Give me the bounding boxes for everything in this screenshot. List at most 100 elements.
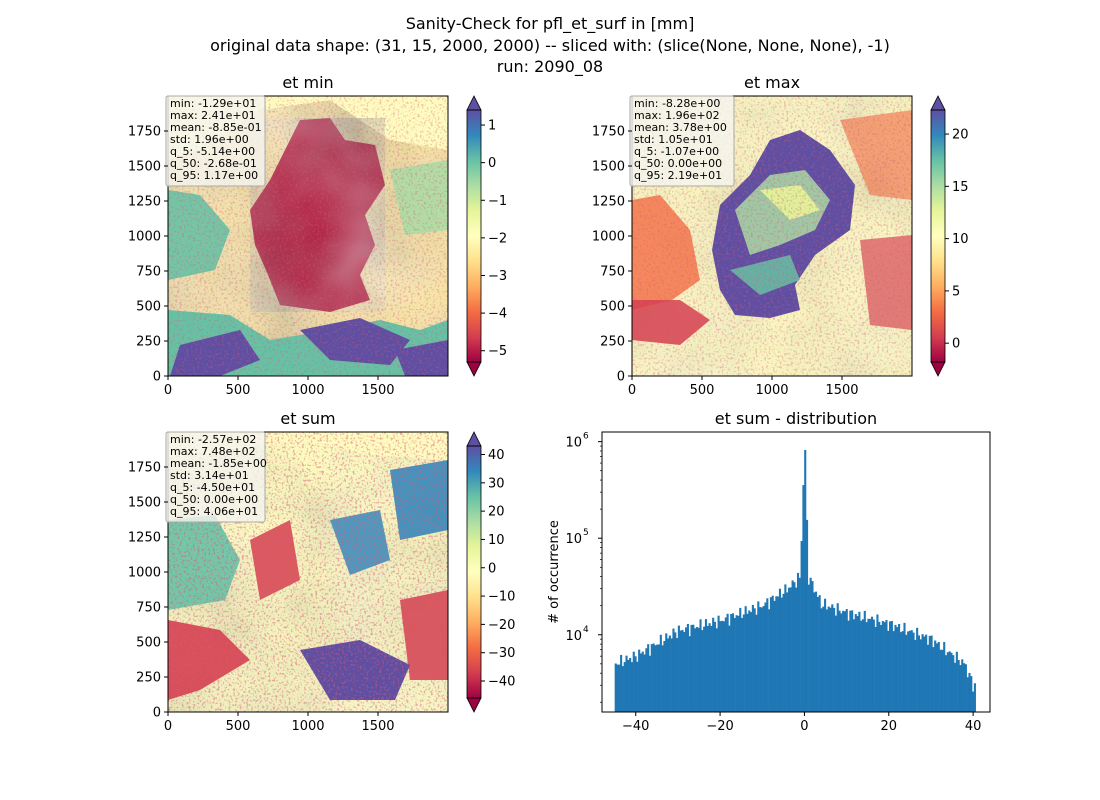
y-tick-label: 1250 xyxy=(128,195,161,210)
histogram-bar xyxy=(643,654,646,712)
y-tick-label: 1250 xyxy=(128,531,161,546)
histogram-bar xyxy=(620,654,623,712)
histogram-bar xyxy=(683,632,686,712)
colorbar-extend-min xyxy=(930,361,946,377)
histogram-bar xyxy=(778,588,782,712)
histogram-bar xyxy=(762,606,765,712)
x-tick-label: 0 xyxy=(164,719,172,734)
histogram-bar xyxy=(854,614,857,712)
histogram-bar xyxy=(768,609,771,712)
stat-min: min: -1.29e+01 xyxy=(170,97,256,110)
histogram-bar xyxy=(621,666,624,712)
histogram-bar xyxy=(860,620,863,712)
histogram-bar xyxy=(966,677,969,712)
stat-q5: q_5: -4.50e+01 xyxy=(170,481,255,494)
colorbar-tick-label: 20 xyxy=(952,128,969,143)
colorbar-tick-label: 30 xyxy=(488,476,505,491)
histogram-bar xyxy=(647,644,650,712)
histogram-bar xyxy=(923,636,926,712)
colorbar-tick-label: 0 xyxy=(488,561,496,576)
histogram-bar xyxy=(816,596,819,712)
colorbar-tick-label: −40 xyxy=(488,675,515,690)
x-tick-label: 0 xyxy=(800,719,808,734)
histogram-bar xyxy=(627,659,630,712)
stat-q50: q_50: -2.68e-01 xyxy=(170,157,257,170)
histogram-bar xyxy=(704,619,708,712)
histogram-bar xyxy=(930,635,933,712)
y-tick-label: 0 xyxy=(153,370,161,385)
histogram-bar xyxy=(876,614,879,712)
y-tick-exponent: 6 xyxy=(583,432,589,442)
histogram-bar xyxy=(842,610,845,712)
colorbar-tick-label: 10 xyxy=(488,533,505,548)
histogram-bar xyxy=(690,624,693,712)
y-tick-label: 1500 xyxy=(128,496,161,511)
histogram-bar xyxy=(741,617,744,712)
histogram-bar xyxy=(925,634,928,712)
histogram-bar xyxy=(952,655,955,712)
histogram-bar xyxy=(795,587,798,712)
stats-box: min: -2.57e+02 max: 7.48e+02 mean: -1.85… xyxy=(165,431,267,523)
stat-max: max: 1.96e+02 xyxy=(634,109,720,122)
colorbar-extend-max xyxy=(466,431,482,447)
histogram-bar xyxy=(719,621,722,712)
histogram-bar xyxy=(739,607,742,712)
y-axis: 0 250 500 750 1000 1250 1500 1750 xyxy=(128,125,168,385)
y-tick-label: 0 xyxy=(617,370,625,385)
histogram-bar xyxy=(840,613,843,712)
histogram-bar xyxy=(827,606,830,712)
histogram-bar xyxy=(847,620,850,712)
histogram-bar xyxy=(759,607,762,712)
colorbar-tick-label: −3 xyxy=(488,269,507,284)
stat-mean: mean: -1.85e+00 xyxy=(170,457,267,470)
histogram-bar xyxy=(820,608,823,712)
histogram-bar xyxy=(856,616,859,712)
y-tick-exponent: 5 xyxy=(583,528,589,538)
histogram-bar xyxy=(910,630,913,712)
histogram-bar xyxy=(867,618,870,712)
histogram-bar xyxy=(912,632,915,712)
x-axis: 0 500 1000 1500 xyxy=(628,376,859,398)
x-axis: −40 −20 0 20 40 xyxy=(622,712,981,734)
histogram-bar xyxy=(898,623,901,712)
histogram-bar xyxy=(957,660,960,712)
colorbar: 40 30 20 10 0 −10 −20 −30 −40 xyxy=(466,431,515,713)
colorbar-frame xyxy=(466,445,482,699)
x-tick-label: 500 xyxy=(226,383,251,398)
histogram-bar xyxy=(748,610,751,712)
histogram-bar xyxy=(657,644,661,712)
y-tick-label: 250 xyxy=(136,671,161,686)
histogram-bar xyxy=(695,627,698,712)
histogram-bar xyxy=(802,485,805,712)
stat-q5: q_5: -1.07e+00 xyxy=(634,145,719,158)
histogram-bar xyxy=(793,582,796,712)
colorbar-tick-label: 40 xyxy=(488,448,505,463)
colorbar-tick-label: 1 xyxy=(488,119,496,134)
suptitle-line-2: original data shape: (31, 15, 2000, 2000… xyxy=(210,36,890,55)
histogram-bar xyxy=(692,624,695,712)
histogram-bar xyxy=(963,663,966,712)
histogram-bar xyxy=(843,611,846,712)
x-tick-label: 500 xyxy=(226,719,251,734)
histogram-bar xyxy=(629,657,632,712)
histogram-bar xyxy=(685,627,688,712)
histogram-bar xyxy=(641,651,644,712)
x-tick-label: 1000 xyxy=(291,383,324,398)
histogram-bar xyxy=(905,634,908,712)
stat-min: min: -2.57e+02 xyxy=(170,433,256,446)
panel-et-sum: et sum min: -2.57e+02 max: 7.48e+02 mean… xyxy=(128,409,516,734)
histogram-bar xyxy=(863,610,866,712)
y-tick-label: 10 xyxy=(565,532,582,547)
y-tick-exponent: 4 xyxy=(583,625,589,635)
histogram-bar xyxy=(769,597,772,712)
stat-q95: q_95: 1.17e+00 xyxy=(170,169,258,182)
stat-max: max: 7.48e+02 xyxy=(170,445,256,458)
histogram-bar xyxy=(896,627,899,712)
panel-et-min: et min min: -1.29e+01 max: 2.41e+01 mean… xyxy=(128,73,507,398)
histogram-bar xyxy=(796,572,800,712)
histogram-bar xyxy=(757,601,760,712)
histogram-bar xyxy=(944,655,948,712)
histogram-bar xyxy=(928,635,931,712)
histogram-bar xyxy=(742,614,745,712)
histogram-bar xyxy=(676,638,679,712)
